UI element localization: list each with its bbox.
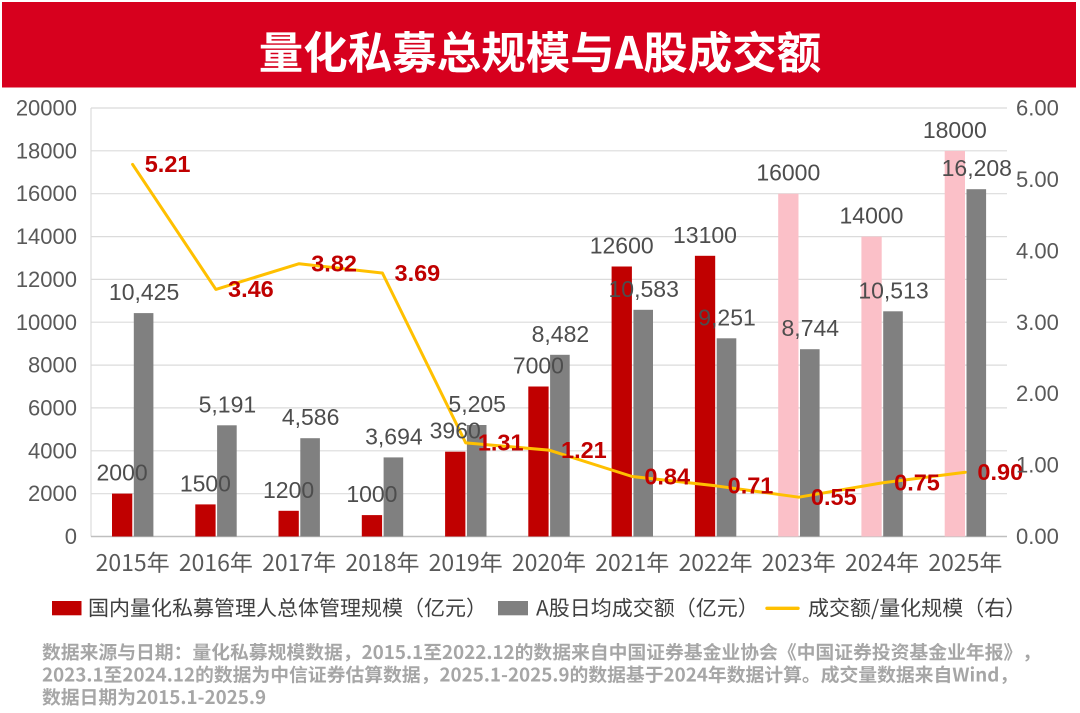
svg-text:14000: 14000	[840, 203, 904, 229]
svg-text:2000: 2000	[28, 481, 77, 506]
svg-text:8,482: 8,482	[532, 321, 590, 347]
svg-text:2000: 2000	[97, 460, 148, 486]
svg-text:0.55: 0.55	[811, 484, 857, 510]
svg-text:10,425: 10,425	[109, 279, 179, 305]
svg-text:12000: 12000	[16, 267, 77, 292]
svg-text:1.21: 1.21	[561, 437, 607, 463]
svg-text:16000: 16000	[756, 160, 820, 186]
svg-text:4,586: 4,586	[282, 404, 340, 430]
svg-text:8000: 8000	[28, 353, 77, 378]
svg-text:16,208: 16,208	[942, 155, 1012, 181]
svg-text:18000: 18000	[16, 138, 77, 163]
svg-text:8,744: 8,744	[782, 315, 840, 341]
svg-text:0.75: 0.75	[894, 470, 940, 496]
svg-text:9,251: 9,251	[698, 304, 756, 330]
svg-text:2.00: 2.00	[1016, 381, 1059, 406]
svg-text:5.00: 5.00	[1016, 167, 1059, 192]
svg-text:13100: 13100	[673, 222, 737, 248]
svg-text:4.00: 4.00	[1016, 238, 1059, 263]
svg-text:1.00: 1.00	[1016, 453, 1059, 478]
svg-text:3960: 3960	[430, 418, 481, 444]
svg-text:5,191: 5,191	[199, 391, 257, 417]
svg-text:5.21: 5.21	[145, 151, 191, 177]
svg-text:6000: 6000	[28, 395, 77, 420]
svg-text:0.90: 0.90	[977, 459, 1023, 485]
svg-text:3.69: 3.69	[395, 260, 441, 286]
svg-text:5,205: 5,205	[448, 391, 506, 417]
svg-text:14000: 14000	[16, 224, 77, 249]
svg-text:3.00: 3.00	[1016, 310, 1059, 335]
svg-text:4000: 4000	[28, 438, 77, 463]
svg-text:0.00: 0.00	[1016, 524, 1059, 549]
svg-text:10,513: 10,513	[858, 277, 928, 303]
svg-text:1000: 1000	[346, 481, 397, 507]
svg-text:0.84: 0.84	[644, 463, 690, 489]
svg-text:16000: 16000	[16, 181, 77, 206]
svg-text:7000: 7000	[513, 353, 564, 379]
svg-text:0: 0	[65, 524, 77, 549]
svg-text:1.31: 1.31	[478, 430, 524, 456]
svg-text:0.71: 0.71	[728, 473, 774, 499]
svg-text:6.00: 6.00	[1016, 96, 1059, 121]
svg-text:1200: 1200	[263, 477, 314, 503]
svg-text:10000: 10000	[16, 310, 77, 335]
svg-text:12600: 12600	[590, 233, 654, 259]
svg-text:20000: 20000	[16, 96, 77, 121]
svg-text:10,583: 10,583	[609, 276, 679, 302]
svg-text:1500: 1500	[180, 470, 231, 496]
svg-text:3.82: 3.82	[311, 251, 357, 277]
svg-text:18000: 18000	[923, 117, 987, 143]
svg-text:3,694: 3,694	[365, 423, 423, 449]
svg-text:3.46: 3.46	[228, 276, 274, 302]
